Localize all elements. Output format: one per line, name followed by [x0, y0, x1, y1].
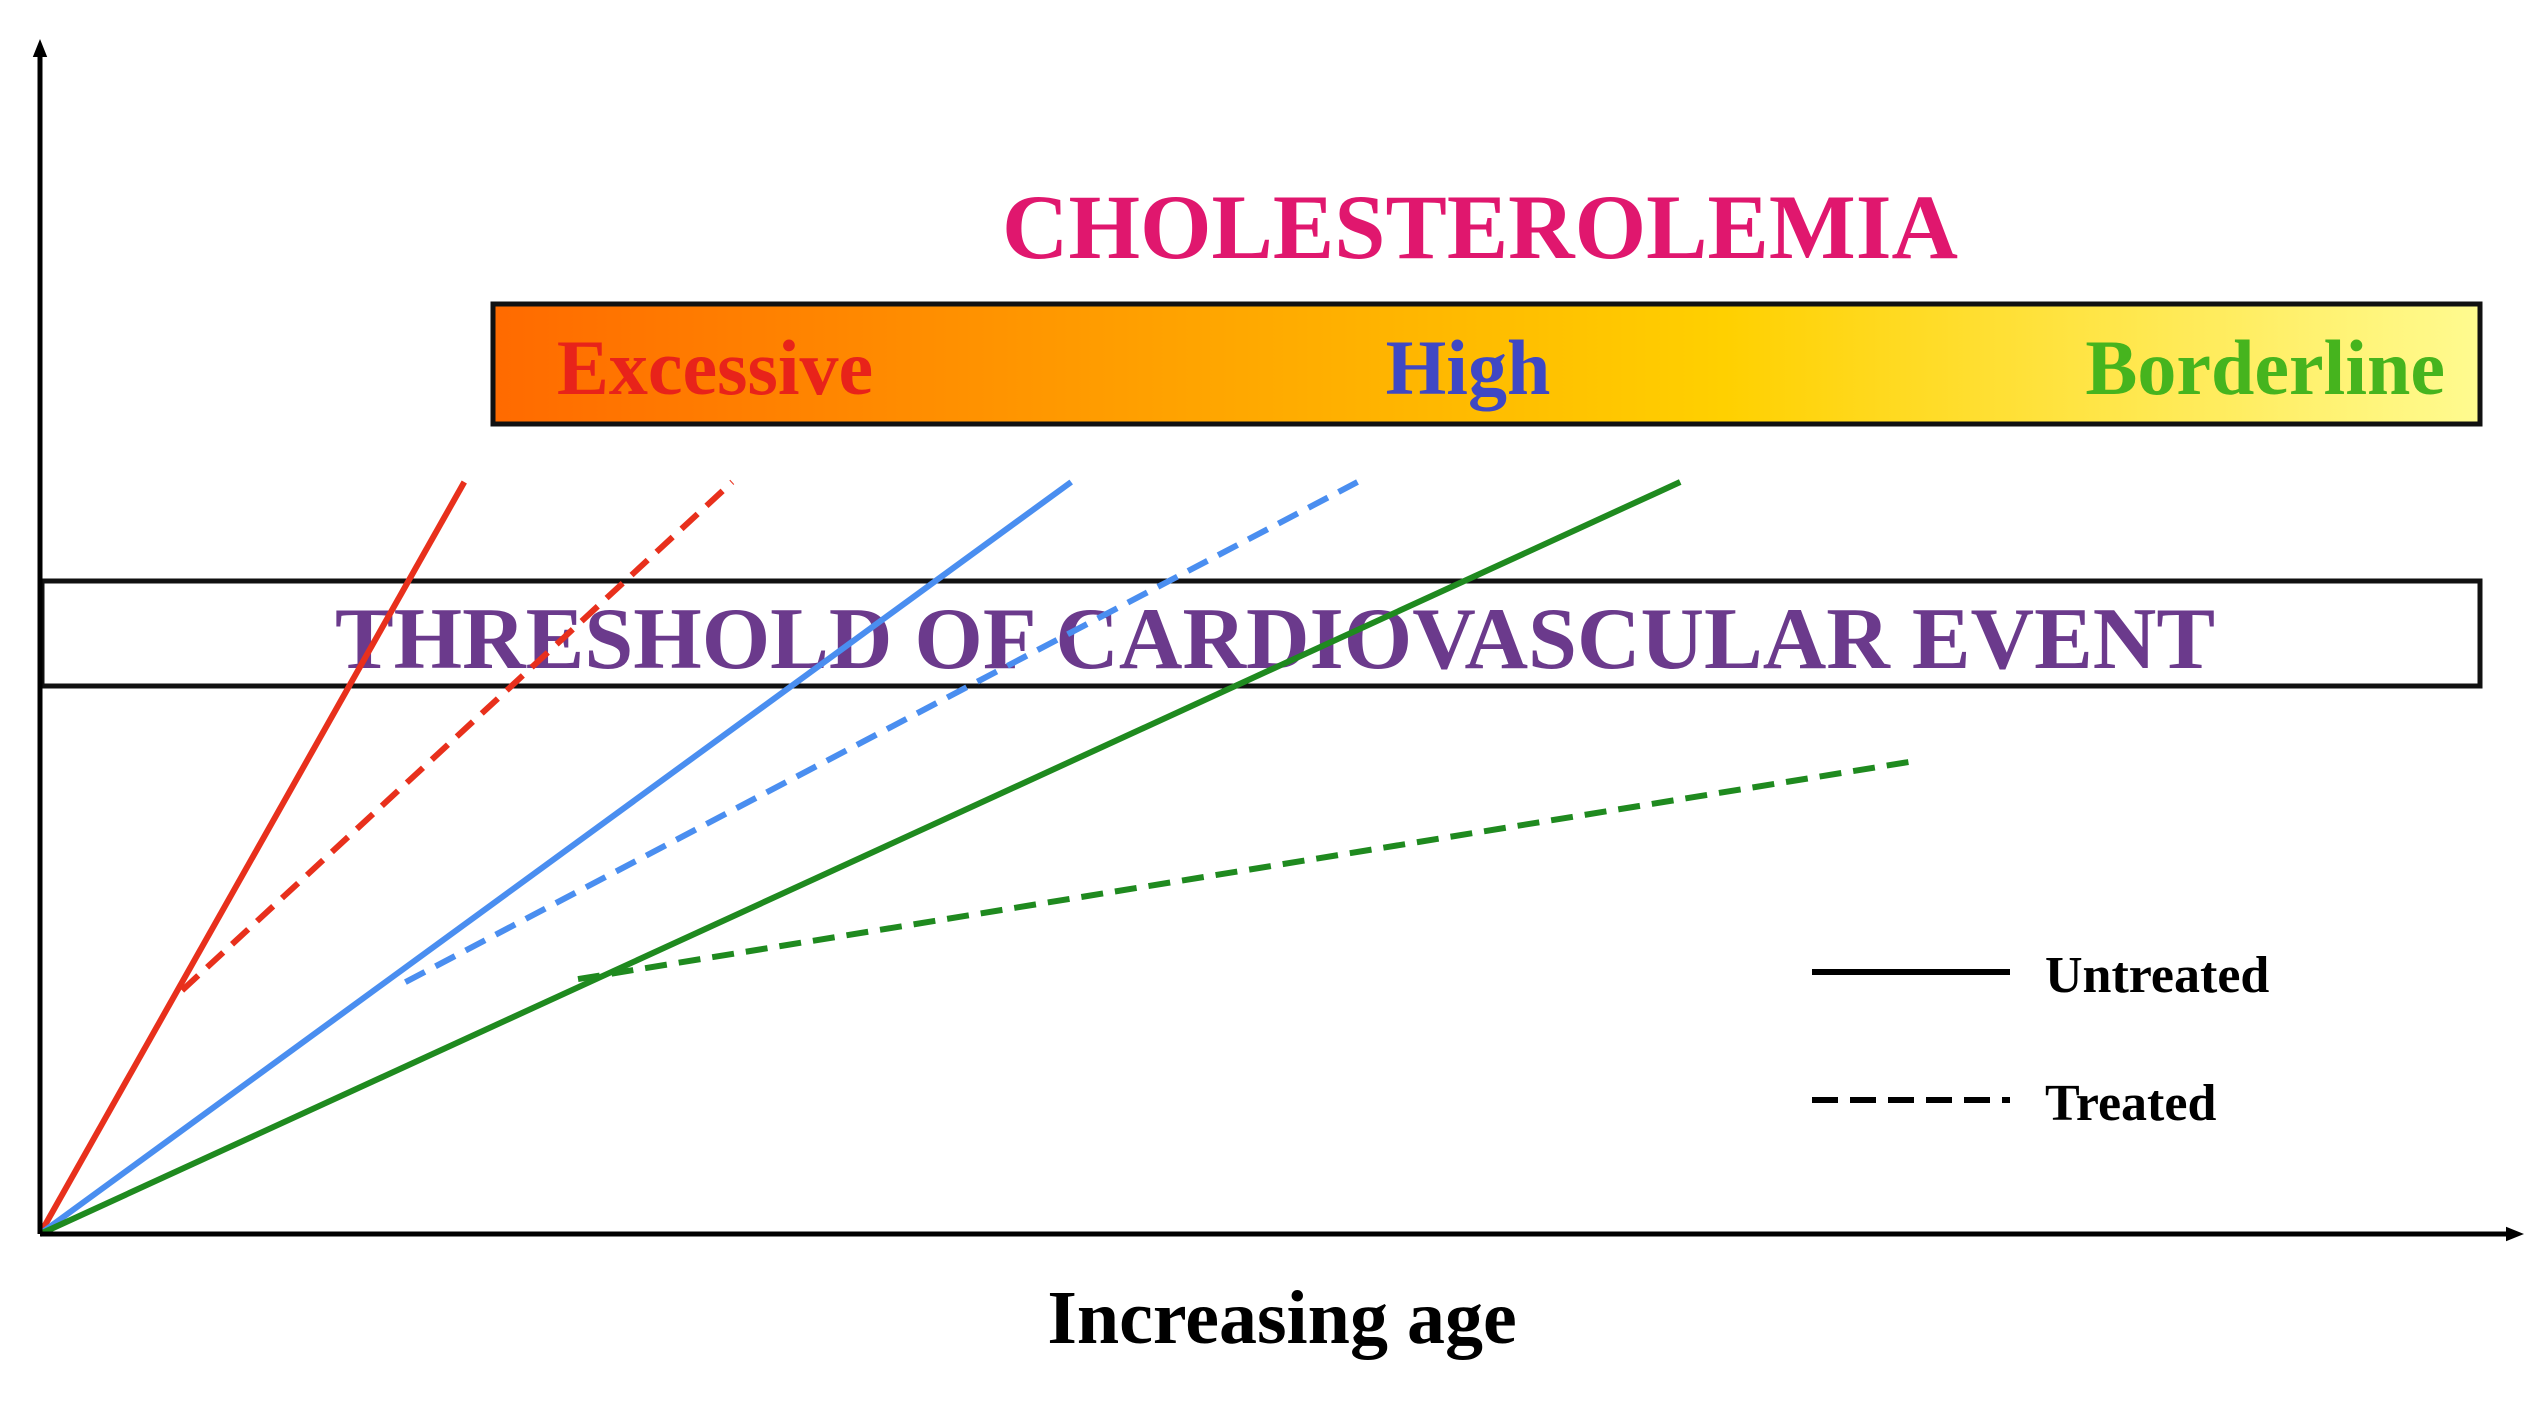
threshold-label: THRESHOLD OF CARDIOVASCULAR EVENT: [335, 591, 2215, 688]
series-layer: [37, 479, 1921, 1237]
cholesterolemia-level-bar: [490, 301, 2483, 427]
legend: Untreated Treated: [1812, 947, 2269, 1132]
series-line-excessive-untreated: [37, 480, 467, 1236]
category-label-borderline: Borderline: [2085, 324, 2445, 411]
category-label-excessive: Excessive: [557, 324, 873, 411]
series-line-borderline-untreated: [38, 479, 1682, 1237]
series-line-high-treated: [404, 479, 1359, 985]
series-line-borderline-treated: [577, 757, 1921, 983]
legend-label-treated: Treated: [2045, 1075, 2216, 1132]
legend-label-untreated: Untreated: [2045, 947, 2269, 1004]
chart-title: CHOLESTEROLEMIA: [1002, 176, 1958, 278]
series-line-excessive-treated: [180, 479, 735, 993]
series-line-high-untreated: [38, 479, 1073, 1237]
x-axis-label: Increasing age: [1047, 1276, 1516, 1360]
category-label-high: High: [1386, 324, 1551, 411]
